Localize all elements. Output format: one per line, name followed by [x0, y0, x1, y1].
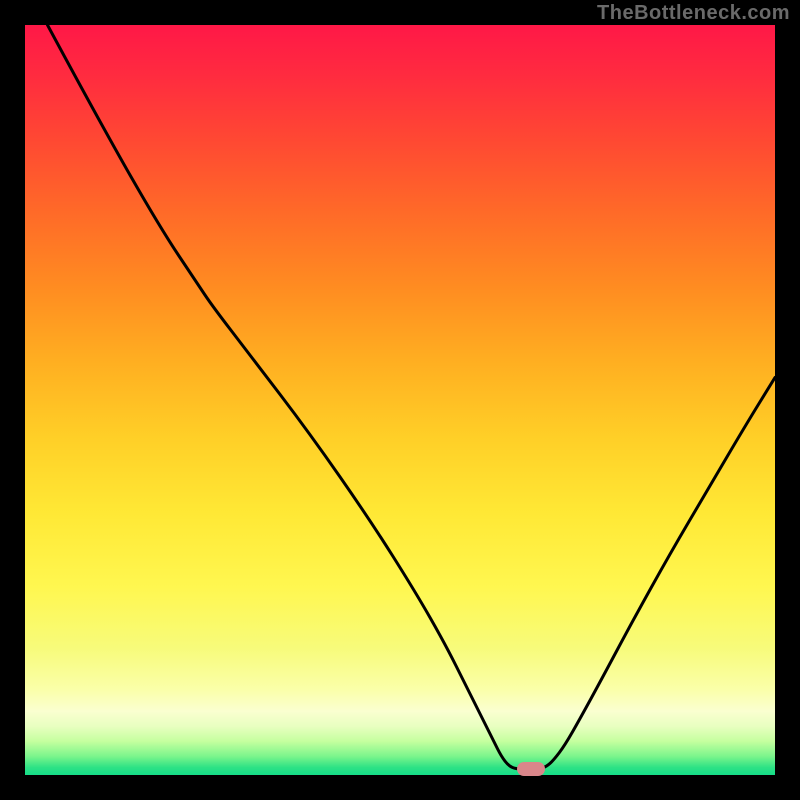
watermark-label: TheBottleneck.com — [597, 2, 790, 25]
optimal-marker — [517, 762, 545, 776]
plot-area — [25, 25, 775, 775]
chart-frame: TheBottleneck.com — [0, 0, 800, 800]
bottleneck-curve — [25, 25, 775, 775]
